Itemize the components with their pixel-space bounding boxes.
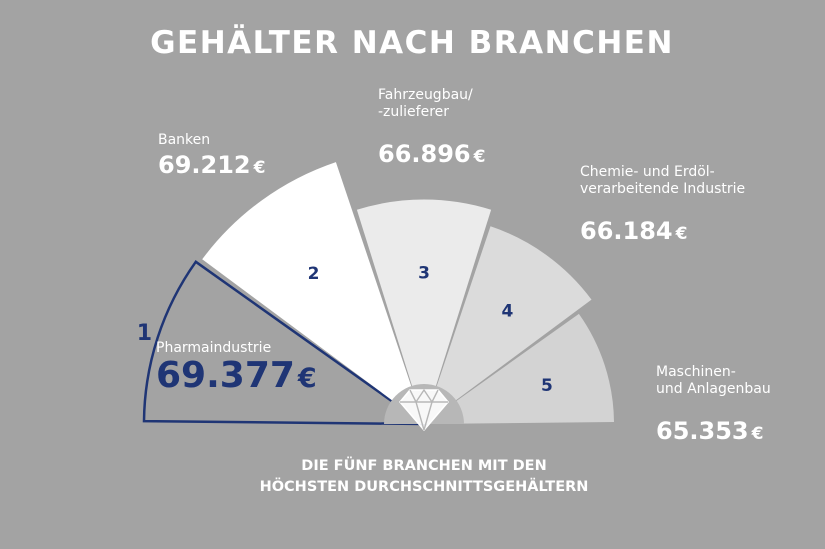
category-label-2: Banken [158, 132, 210, 148]
wedge-5 [424, 313, 614, 424]
footer-line-2: HÖCHSTEN DURCHSCHNITTSGEHÄLTERN [260, 477, 589, 495]
value-label-3: 66.896 € [378, 140, 485, 168]
value-label-1: 69.377 € [156, 355, 317, 396]
category-label-4: Chemie- und Erdöl- [580, 164, 715, 180]
category-label-5: und Anlagenbau [656, 381, 771, 397]
category-label-3: -zulieferer [378, 104, 449, 120]
value-label-4: 66.184 € [580, 217, 687, 245]
value-label-5: 65.353 € [656, 417, 763, 445]
wedge-4 [424, 226, 592, 424]
category-label-1: Pharmaindustrie [156, 340, 271, 356]
rank-label-1: 1 [137, 321, 152, 346]
value-label-2: 69.212 € [158, 151, 265, 179]
hub [384, 384, 464, 431]
footer-line-1: DIE FÜNF BRANCHEN MIT DEN [301, 456, 546, 474]
diamond-icon [399, 389, 449, 431]
rank-label-5: 5 [541, 376, 553, 396]
category-label-5: Maschinen- [656, 364, 736, 380]
wedges [142, 162, 614, 426]
wedge-3 [356, 199, 492, 424]
category-label-4: verarbeitende Industrie [580, 181, 745, 197]
rank-label-4: 4 [501, 301, 513, 321]
chart-title: GEHÄLTER NACH BRANCHEN [150, 25, 674, 61]
category-label-3: Fahrzeugbau/ [378, 87, 473, 103]
wedge-2 [202, 162, 424, 424]
rank-label-3: 3 [418, 263, 430, 283]
rank-label-2: 2 [308, 264, 320, 284]
wedge-1 [142, 260, 428, 426]
